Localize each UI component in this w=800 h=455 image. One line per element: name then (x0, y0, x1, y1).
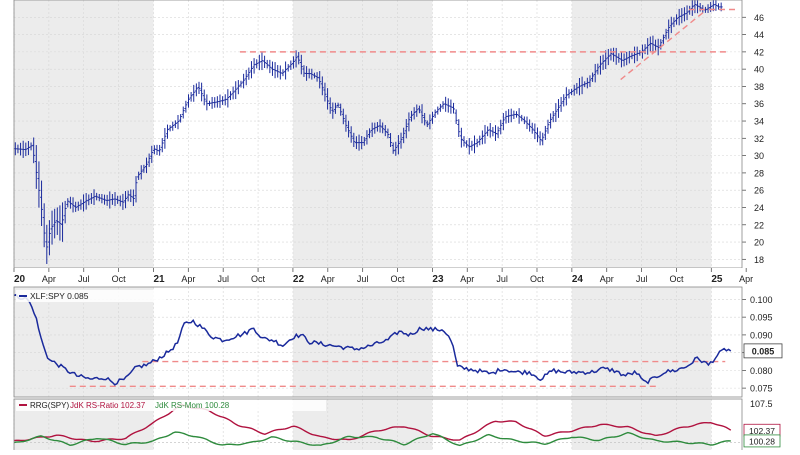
rs-last-value-box (743, 343, 783, 359)
rrg-mom-value-label: 100.28 (749, 436, 775, 446)
x-tick-label: Oct (251, 274, 266, 284)
rrg-ratio-value-label: 102.37 (749, 426, 775, 436)
price-y-tick-label: 24 (754, 203, 764, 213)
x-tick-label: Jul (78, 274, 90, 284)
rrg-mom-value-box (743, 434, 781, 448)
x-tick-label: Oct (530, 274, 545, 284)
rrg-series-line (13, 431, 731, 447)
x-tick-label-year: 21 (153, 274, 165, 285)
price-bars (13, 0, 723, 264)
rs-y-tick-label: 0.075 (750, 384, 773, 394)
x-axis-band (0, 268, 800, 287)
x-tick-label: Jul (357, 274, 369, 284)
rrg-legend-entry: JdK RS-Mom 100.28 (155, 401, 230, 410)
x-tick-label-year: 23 (432, 274, 444, 285)
x-tick-label: Apr (42, 274, 56, 284)
rs-y-tick-label: 0.095 (750, 313, 773, 323)
rs-y-tick-label: 0.100 (750, 295, 773, 305)
price-y-tick-label: 28 (754, 168, 764, 178)
rrg-series-line (13, 403, 732, 443)
x-tick-label: Apr (460, 274, 474, 284)
rs-legend: XLF:SPY 0.085 (16, 290, 166, 302)
x-tick-label: Oct (391, 274, 406, 284)
price-y-tick-label: 40 (754, 65, 764, 75)
x-tick-label: Jul (217, 274, 229, 284)
price-y-tick-label: 34 (754, 117, 764, 127)
x-tick-label: Jul (636, 274, 648, 284)
price-y-tick-label: 26 (754, 186, 764, 196)
x-tick-label-year: 20 (14, 274, 26, 285)
rs-y-tick-label: 0.090 (750, 330, 773, 340)
price-y-tick-label: 32 (754, 134, 764, 144)
price-y-tick-label: 38 (754, 82, 764, 92)
rs-legend-bg (16, 290, 166, 302)
rs-legend-label: XLF:SPY 0.085 (30, 291, 89, 301)
x-tick-label: Apr (181, 274, 195, 284)
price-y-tick-label: 18 (754, 255, 764, 265)
x-tick-label: Apr (739, 274, 753, 284)
rrg-legend-bg (16, 400, 326, 411)
price-trend-line (620, 9, 707, 81)
price-y-tick-label: 22 (754, 220, 764, 230)
rs-series-line (13, 293, 732, 386)
x-tick-label: Apr (321, 274, 335, 284)
rrg-legend-prefix: RRG(SPY) (30, 401, 69, 410)
x-tick-label-year: 25 (711, 274, 723, 285)
x-tick-label: Oct (669, 274, 684, 284)
rrg-legend: RRG(SPY) JdK RS-Ratio 102.37 JdK RS-Mom 10… (16, 400, 326, 411)
year-band (14, 287, 154, 397)
x-tick-label-year: 22 (293, 274, 305, 285)
price-y-tick-label: 42 (754, 47, 764, 57)
rrg-legend-entry: JdK RS-Ratio 102.37 (70, 401, 146, 410)
x-tick-label: Oct (112, 274, 127, 284)
price-y-tick-label: 44 (754, 30, 764, 40)
rs-y-tick-label: 0.080 (750, 366, 773, 376)
rrg-y-tick-label: 107.5 (750, 399, 773, 409)
rs-last-value-label: 0.085 (752, 346, 775, 356)
price-y-tick-label: 30 (754, 151, 764, 161)
rs-panel-frame (13, 286, 743, 398)
price-y-tick-label: 20 (754, 238, 764, 248)
x-tick-label-year: 24 (572, 274, 584, 285)
x-tick-label: Jul (496, 274, 508, 284)
price-y-tick-label: 46 (754, 13, 764, 23)
price-y-tick-label: 36 (754, 99, 764, 109)
x-tick-label: Apr (600, 274, 614, 284)
